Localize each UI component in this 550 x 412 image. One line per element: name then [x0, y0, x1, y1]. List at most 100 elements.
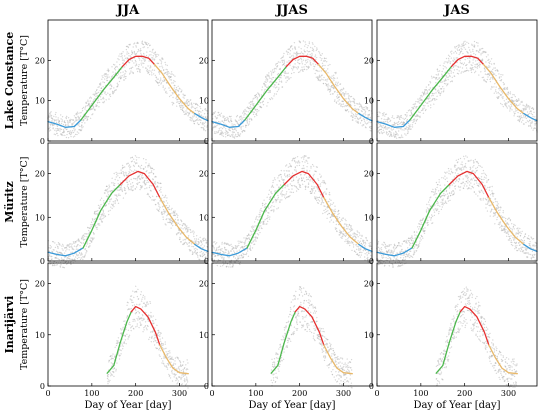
observation-point: [345, 239, 347, 241]
observation-point: [150, 167, 152, 169]
column-title-jas: JAS: [443, 3, 470, 18]
observation-point: [418, 223, 421, 225]
observation-point: [193, 248, 195, 250]
observation-point: [93, 106, 95, 108]
observation-point: [308, 42, 310, 45]
observation-point: [221, 120, 224, 122]
observation-point: [425, 93, 427, 95]
observation-point: [249, 247, 252, 249]
observation-point: [336, 77, 338, 79]
observation-point: [398, 130, 400, 132]
observation-point: [64, 252, 66, 254]
observation-point: [271, 81, 273, 83]
observation-point: [186, 102, 189, 104]
observation-point: [191, 245, 193, 248]
observation-point: [69, 133, 72, 136]
observation-point: [81, 127, 83, 129]
observation-point: [312, 43, 314, 45]
observation-point: [52, 241, 55, 243]
observation-point: [94, 93, 96, 95]
observation-point: [382, 244, 384, 246]
observation-point: [79, 254, 82, 256]
observation-point: [107, 70, 110, 73]
observation-point: [314, 72, 316, 75]
observation-point: [48, 247, 50, 249]
observation-point: [145, 162, 147, 164]
observation-point: [416, 114, 418, 116]
observation-point: [264, 203, 266, 206]
observation-point: [152, 57, 154, 59]
observation-point: [244, 240, 246, 242]
series-line-spring: [82, 183, 121, 249]
observation-point: [213, 132, 216, 134]
observation-point: [294, 46, 296, 48]
observation-point: [203, 113, 206, 115]
observation-point: [119, 172, 121, 175]
observation-point: [186, 100, 188, 102]
observation-point: [48, 130, 51, 132]
observation-point: [65, 116, 67, 119]
observation-point: [347, 226, 349, 228]
observation-point: [521, 101, 523, 104]
observation-point: [369, 116, 371, 119]
observation-point: [170, 73, 172, 75]
observation-point: [71, 243, 73, 245]
observation-point: [133, 177, 135, 180]
observation-point: [294, 160, 296, 163]
observation-point: [461, 48, 463, 50]
observation-point: [283, 52, 285, 55]
observation-point: [355, 244, 357, 246]
observation-point: [61, 120, 63, 123]
observation-point: [120, 172, 123, 175]
observation-point: [233, 137, 236, 139]
observation-point: [422, 229, 424, 231]
observation-point: [279, 67, 281, 70]
observation-point: [51, 255, 53, 258]
observation-point: [309, 180, 311, 182]
observation-point: [399, 245, 401, 247]
observation-point: [393, 123, 396, 125]
observation-point: [276, 65, 279, 67]
observation-point: [229, 263, 231, 266]
observation-point: [134, 42, 136, 44]
observation-point: [330, 89, 332, 91]
observation-point: [527, 105, 529, 107]
observation-point: [303, 53, 305, 55]
observation-point: [90, 224, 92, 226]
observation-point: [506, 103, 508, 105]
observation-point: [248, 238, 251, 241]
observation-point: [227, 243, 229, 246]
observation-point: [473, 46, 476, 48]
observation-point: [132, 46, 134, 48]
observation-point: [514, 99, 516, 102]
observation-point: [403, 259, 405, 261]
observation-point: [69, 258, 71, 261]
observation-point: [274, 84, 276, 86]
observation-point: [177, 85, 179, 87]
observation-point: [436, 90, 439, 92]
observation-point: [287, 51, 290, 54]
observation-point: [145, 159, 147, 161]
observation-point: [144, 188, 146, 190]
observation-point: [342, 91, 344, 94]
observation-point: [70, 118, 72, 121]
series-line-autumn: [323, 196, 360, 246]
observation-point: [314, 45, 316, 48]
observation-point: [320, 74, 323, 77]
observation-point: [86, 241, 89, 243]
observation-point: [406, 239, 408, 241]
observation-point: [223, 118, 226, 120]
observation-point: [100, 87, 103, 89]
observation-point: [91, 224, 93, 226]
observation-point: [319, 57, 321, 59]
observation-point: [221, 243, 223, 245]
observation-point: [179, 88, 181, 90]
observation-point: [456, 72, 459, 75]
observation-point: [77, 116, 79, 118]
observation-point: [306, 53, 309, 55]
observation-point: [93, 99, 95, 101]
observation-point: [134, 59, 137, 62]
observation-point: [67, 121, 69, 123]
observation-point: [118, 186, 120, 189]
observation-point: [334, 83, 337, 85]
